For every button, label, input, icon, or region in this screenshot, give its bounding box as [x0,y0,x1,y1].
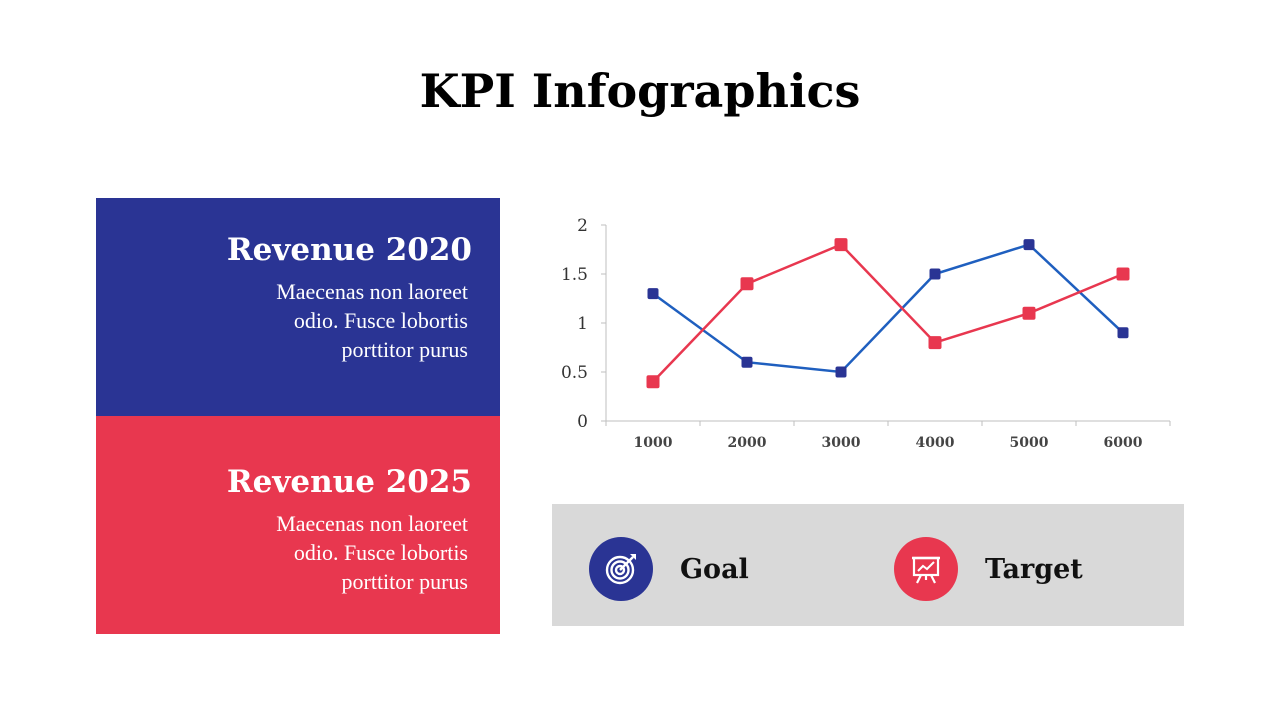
x-tick-label: 1000 [634,435,673,451]
series-1-line [652,243,1124,374]
revenue-2020-line-2: odio. Fusce lobortis [293,308,468,334]
revenue-2020-line-3: porttitor purus [341,337,469,363]
series-2-point [646,375,660,389]
y-tick-label: 1.5 [561,265,588,285]
presentation-board-icon [912,556,940,584]
target-dart-icon [605,554,636,585]
series-1-point [647,288,659,300]
revenue-2025-panel: Revenue 2025 Maecenas non laoreet odio. … [96,416,500,634]
x-tick-label: 6000 [1104,435,1143,451]
series-1-point [929,268,941,280]
series-1-point [1117,327,1129,339]
series-2-point [1022,306,1036,320]
line-chart: 0 0.5 1 1.5 2 1000 2000 3000 4000 5000 6000 [561,216,1171,451]
legend-goal-label: Goal [680,553,749,585]
y-tick-label: 0 [577,412,588,432]
legend-target-label: Target [985,553,1083,585]
revenue-2020-line-1: Maecenas non laoreet [276,279,468,305]
legend-target: Target [894,537,1083,601]
series-2-line [652,243,1124,383]
series-2-point [928,336,942,350]
x-tick-label: 2000 [728,435,767,451]
revenue-2025-line-1: Maecenas non laoreet [276,511,468,537]
revenue-2020-text: Maecenas non laoreet odio. Fusce loborti… [96,277,468,364]
revenue-2025-line-2: odio. Fusce lobortis [293,540,468,566]
revenue-2025-text: Maecenas non laoreet odio. Fusce loborti… [96,509,468,596]
revenue-2020-heading: Revenue 2020 [226,232,472,268]
target-icon-circle [894,537,958,601]
series-1-point [835,366,847,378]
goal-icon-circle [589,537,653,601]
series-2-point [834,238,848,252]
x-tick-label: 4000 [916,435,955,451]
series-2-point [1116,267,1130,281]
revenue-2025-line-3: porttitor purus [341,569,469,595]
series-1-point [741,356,753,368]
legend-box: Goal Target [552,504,1184,626]
revenue-2020-panel: Revenue 2020 Maecenas non laoreet odio. … [96,198,500,416]
y-tick-label: 2 [577,216,588,236]
x-tick-label: 3000 [822,435,861,451]
y-tick-label: 0.5 [561,363,588,383]
series-1-point [1023,239,1035,251]
page-title: KPI Infographics [419,64,861,118]
y-tick-label: 1 [577,314,588,334]
x-tick-label: 5000 [1010,435,1049,451]
revenue-2025-heading: Revenue 2025 [226,464,472,500]
legend-goal: Goal [589,537,749,601]
series-2-point [740,277,754,291]
